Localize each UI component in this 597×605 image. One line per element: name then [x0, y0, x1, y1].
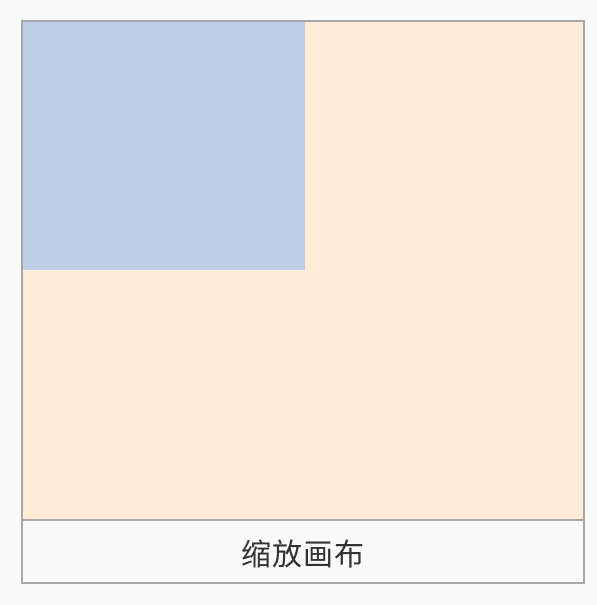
divider [23, 519, 583, 521]
caption-label: 缩放画布 [23, 521, 583, 582]
scaled-rectangle [23, 22, 305, 270]
canvas [23, 22, 583, 519]
demo-frame: 缩放画布 [21, 20, 585, 584]
